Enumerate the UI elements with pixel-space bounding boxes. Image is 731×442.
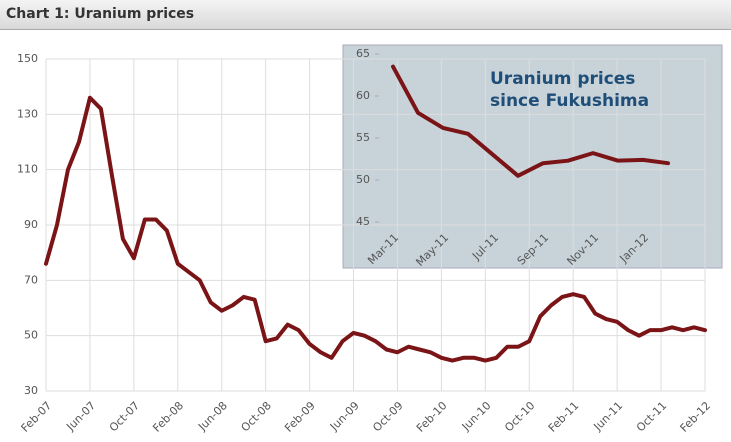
- x-tick-label: Jun-10: [459, 399, 494, 434]
- inset-title: Uranium prices since Fukushima: [490, 69, 650, 111]
- x-tick-label: Jun-08: [195, 399, 230, 434]
- y-tick-label: 110: [17, 163, 38, 176]
- y-tick-label: 70: [24, 273, 38, 286]
- price-line: [44, 95, 707, 363]
- price-line: [391, 64, 670, 178]
- x-tick-label: Oct-09: [370, 399, 405, 434]
- y-tick-label: 55: [356, 131, 370, 144]
- x-tick-label: Feb-09: [282, 399, 318, 435]
- x-tick-label: Oct-07: [107, 399, 142, 434]
- y-tick-label: 60: [356, 89, 370, 102]
- x-tick-label: Feb-11: [546, 399, 582, 435]
- x-tick-label: Oct-11: [634, 399, 669, 434]
- x-tick-label: Oct-10: [502, 399, 537, 434]
- x-tick-label: Jun-11: [591, 399, 626, 434]
- y-tick-label: 45: [356, 215, 370, 228]
- x-tick-label: Feb-10: [414, 399, 450, 435]
- x-tick-label: Feb-08: [150, 399, 186, 435]
- x-tick-label: Feb-07: [19, 399, 55, 435]
- inset-background: [342, 44, 723, 269]
- header-title: Chart 1: Uranium prices: [6, 6, 195, 22]
- y-tick-label: 65: [356, 47, 370, 60]
- x-tick-label: Jun-09: [327, 399, 362, 434]
- y-tick-label: 50: [24, 329, 38, 342]
- y-tick-label: 50: [356, 173, 370, 186]
- y-tick-label: 30: [24, 384, 38, 397]
- x-tick-label: Jun-07: [63, 399, 98, 434]
- y-tick-label: 90: [24, 218, 38, 231]
- x-tick-label: Feb-12: [678, 399, 714, 435]
- header: Chart 1: Uranium prices: [0, 0, 731, 30]
- y-tick-label: 150: [17, 52, 38, 65]
- y-tick-label: 130: [17, 107, 38, 120]
- x-tick-label: Oct-08: [239, 399, 274, 434]
